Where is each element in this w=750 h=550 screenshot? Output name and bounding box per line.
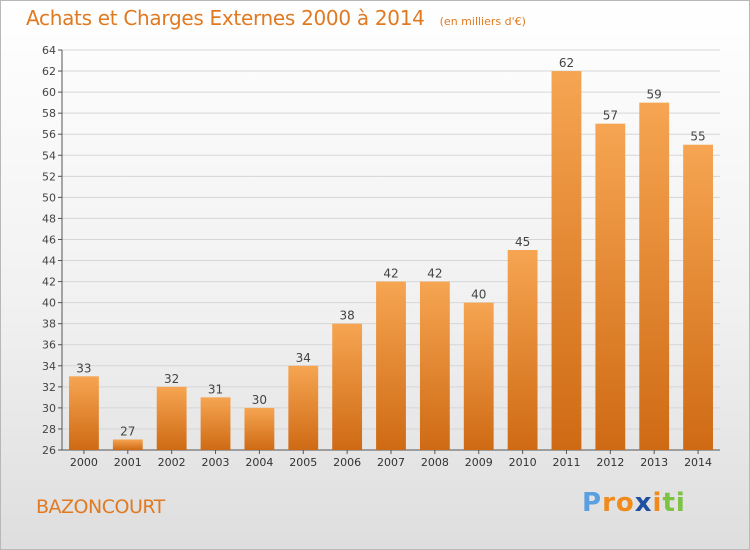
- data-label: 34: [296, 351, 311, 365]
- y-tick-label: 50: [42, 191, 56, 204]
- x-tick-label: 2000: [70, 456, 98, 469]
- y-tick-label: 42: [42, 276, 56, 289]
- logo-letter: t: [662, 488, 676, 518]
- title-row: Achats et Charges Externes 2000 à 2014 (…: [26, 6, 526, 30]
- proxiti-logo: Proxiti: [582, 488, 686, 518]
- y-tick-label: 54: [42, 149, 56, 162]
- bar: [551, 71, 582, 450]
- x-tick-label: 2006: [333, 456, 361, 469]
- bar: [683, 144, 713, 450]
- bar: [156, 386, 187, 450]
- data-label: 27: [120, 424, 135, 438]
- data-label: 62: [559, 56, 574, 70]
- y-tick-label: 60: [42, 86, 56, 99]
- y-tick-label: 30: [42, 402, 56, 415]
- logo-letter: i: [652, 488, 663, 518]
- x-tick-label: 2011: [552, 456, 580, 469]
- x-tick-label: 2012: [596, 456, 624, 469]
- data-label: 42: [427, 267, 442, 281]
- y-tick-label: 46: [42, 233, 56, 246]
- y-tick-label: 62: [42, 65, 56, 78]
- commune-name: BAZONCOURT: [36, 496, 165, 518]
- logo-letter: i: [675, 488, 686, 518]
- bar: [639, 102, 670, 450]
- y-tick-label: 48: [42, 212, 56, 225]
- data-label: 33: [76, 361, 91, 375]
- x-tick-label: 2014: [684, 456, 712, 469]
- chart-subtitle: (en milliers d'€): [439, 15, 526, 28]
- bar: [376, 281, 406, 450]
- y-tick-label: 38: [42, 318, 56, 331]
- data-label: 40: [471, 288, 486, 302]
- data-label: 45: [515, 235, 530, 249]
- bar: [463, 302, 494, 450]
- y-tick-label: 58: [42, 107, 56, 120]
- logo-letter: o: [615, 488, 635, 518]
- data-label: 57: [603, 109, 618, 123]
- bar: [507, 250, 538, 450]
- y-tick-label: 52: [42, 170, 56, 183]
- x-tick-label: 2009: [465, 456, 493, 469]
- chart-title: Achats et Charges Externes 2000 à 2014: [26, 6, 425, 30]
- y-tick-label: 26: [42, 444, 56, 457]
- x-tick-label: 2007: [377, 456, 405, 469]
- data-label: 32: [164, 372, 179, 386]
- bar: [112, 439, 143, 450]
- bars: [69, 71, 713, 451]
- x-tick-label: 2001: [114, 456, 142, 469]
- data-label: 30: [252, 393, 267, 407]
- bar: [244, 407, 275, 450]
- y-tick-label: 28: [42, 423, 56, 436]
- y-tick-label: 44: [42, 255, 56, 268]
- y-tick-label: 40: [42, 297, 56, 310]
- data-label: 55: [690, 130, 705, 144]
- data-label: 59: [647, 88, 662, 102]
- logo-letter: P: [582, 488, 603, 518]
- x-tick-label: 2008: [421, 456, 449, 469]
- bar: [69, 376, 99, 450]
- x-tick-label: 2002: [158, 456, 186, 469]
- x-tick-label: 2010: [509, 456, 537, 469]
- y-tick-label: 34: [42, 360, 56, 373]
- bar: [419, 281, 450, 450]
- x-tick-label: 2003: [202, 456, 230, 469]
- data-label: 42: [383, 267, 398, 281]
- y-tick-label: 32: [42, 381, 56, 394]
- bar: [288, 365, 319, 450]
- y-tick-label: 64: [42, 44, 56, 57]
- data-label: 31: [208, 382, 223, 396]
- x-tick-label: 2005: [289, 456, 317, 469]
- logo-letter: x: [634, 488, 653, 518]
- bar: [595, 123, 626, 451]
- bar: [200, 397, 231, 450]
- x-tick-label: 2013: [640, 456, 668, 469]
- y-tick-label: 36: [42, 339, 56, 352]
- bar: [332, 323, 363, 450]
- x-tick-label: 2004: [245, 456, 273, 469]
- data-label: 38: [339, 309, 354, 323]
- labels: 33 27 32 31 30 34 38 42 42 40 45 62 57 59 55: [76, 56, 705, 438]
- y-tick-label: 56: [42, 128, 56, 141]
- logo-letter: r: [602, 488, 616, 518]
